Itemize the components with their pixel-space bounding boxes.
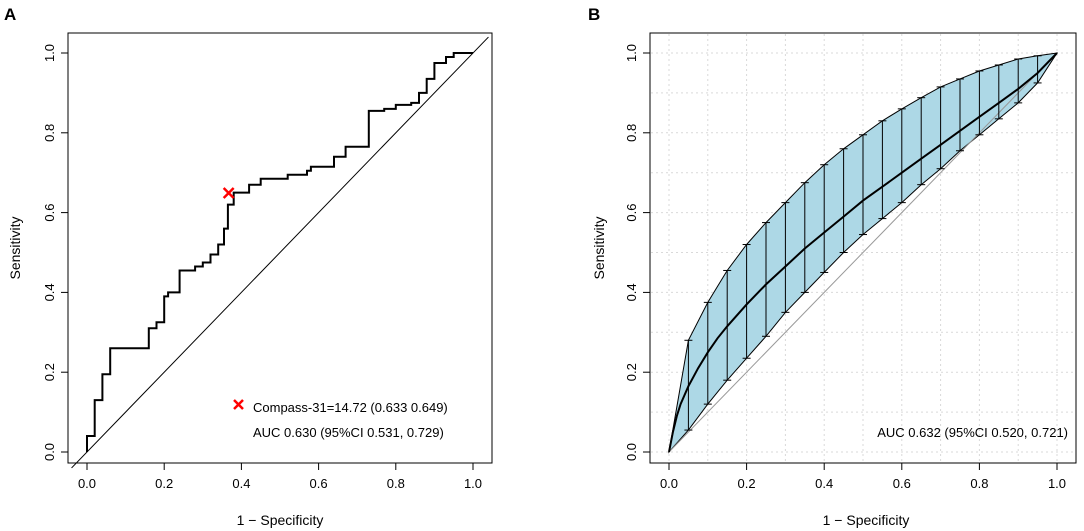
y-tick-label: 0.8 (624, 124, 639, 142)
x-tick-label: 0.8 (970, 476, 988, 491)
panel-a-legend-cutoff-icon (233, 399, 244, 410)
x-tick-label: 0.6 (893, 476, 911, 491)
panel-a-legend-cutoff: Compass-31=14.72 (0.633 0.649) (253, 400, 448, 415)
panel-a-frame (67, 32, 493, 464)
panel-b-y-ticks: 0.0 0.2 0.4 0.6 0.8 1.0 (624, 44, 651, 461)
panel-a-roc-curve (86, 52, 473, 452)
x-tick-label: 0.8 (387, 476, 405, 491)
panel-a: A 0.0 0.2 0.4 0.6 0.8 1.0 0.00.20.40.60.81.0 … (4, 5, 493, 528)
panel-a-legend-auc: AUC 0.630 (95%CI 0.531, 0.729) (253, 425, 444, 440)
y-tick-label: 1.0 (624, 44, 639, 62)
y-tick-label: 1.0 (42, 44, 57, 62)
panel-a-cutoff-marker (222, 187, 235, 199)
y-tick-label: 0.0 (624, 443, 639, 461)
y-tick-label: 0.8 (42, 124, 57, 142)
panel-a-x-ticks: 0.0 0.2 0.4 0.6 0.8 1.0 (78, 462, 482, 491)
y-tick-label: 0.6 (624, 204, 639, 222)
panel-a-label: A (4, 5, 16, 24)
y-tick-label: 0.4 (42, 283, 57, 301)
x-tick-label: 0.0 (660, 476, 678, 491)
panel-b-roc-curve (668, 52, 1058, 453)
x-tick-label: 0.4 (232, 476, 250, 491)
y-tick-label: 0.0 (42, 443, 57, 461)
panel-b-y-label: Sensitivity (591, 216, 607, 279)
panel-b: B 0.0 0.2 0.4 0.6 0.8 1.0 0.00.20.40.60.81.0 … (588, 5, 1077, 528)
panel-b-x-label: 1 − Specificity (823, 512, 910, 528)
x-tick-label: 1.0 (464, 476, 482, 491)
panel-a-diagonal (71, 36, 489, 469)
x-tick-label: 0.2 (738, 476, 756, 491)
panel-b-label: B (588, 5, 600, 24)
panel-b-x-ticks: 0.0 0.2 0.4 0.6 0.8 1.0 (660, 462, 1066, 491)
x-tick-label: 0.0 (78, 476, 96, 491)
panel-a-y-label: Sensitivity (7, 216, 23, 279)
x-tick-label: 1.0 (1048, 476, 1066, 491)
y-tick-label: 0.4 (624, 283, 639, 301)
x-tick-label: 0.4 (815, 476, 833, 491)
panel-b-diagonal (668, 52, 1058, 453)
panel-b-legend-auc: AUC 0.632 (95%CI 0.520, 0.721) (877, 425, 1068, 440)
y-tick-label: 0.2 (624, 363, 639, 381)
panel-a-x-label: 1 − Specificity (237, 512, 324, 528)
y-tick-label: 0.6 (42, 204, 57, 222)
cutoff-x-stroke (222, 187, 235, 199)
panel-a-y-ticks: 0.0 0.2 0.4 0.6 0.8 1.0 (42, 44, 69, 461)
y-tick-label: 0.2 (42, 363, 57, 381)
x-tick-label: 0.6 (310, 476, 328, 491)
x-tick-label: 0.2 (155, 476, 173, 491)
